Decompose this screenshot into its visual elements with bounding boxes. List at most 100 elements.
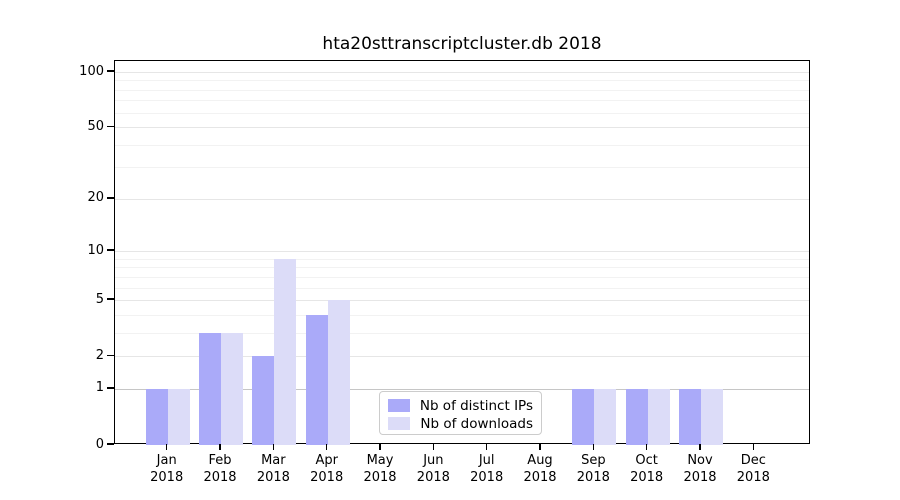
y-tick-label-100: 100: [79, 63, 104, 79]
y-tick-mark-1: [107, 387, 114, 389]
x-tick-mark-may: [379, 444, 381, 450]
y-tick-mark-2: [107, 354, 114, 356]
x-tick-month: Aug: [527, 453, 553, 468]
bar-downloads-nov: [701, 388, 723, 445]
x-tick-label-oct: Oct 2018: [615, 452, 679, 486]
bar-distinct-ips-sep: [572, 388, 595, 445]
y-tick-label-10: 10: [87, 242, 104, 258]
x-tick-label-jan: Jan 2018: [135, 452, 199, 486]
x-tick-label-nov: Nov 2018: [668, 452, 732, 486]
bar-downloads-mar: [274, 258, 297, 445]
x-tick-label-jun: Jun 2018: [401, 452, 465, 486]
x-tick-mark-aug: [539, 444, 541, 450]
bar-downloads-feb: [221, 332, 244, 445]
bar-distinct-ips-feb: [199, 332, 222, 445]
x-tick-month: Apr: [315, 453, 338, 468]
y-tick-mark-100: [107, 70, 114, 72]
y-tick-mark-5: [107, 298, 114, 300]
bar-downloads-sep: [594, 388, 617, 445]
legend-label-downloads: Nb of downloads: [420, 415, 533, 432]
x-tick-label-apr: Apr 2018: [295, 452, 359, 486]
chart-title: hta20sttranscriptcluster.db 2018: [322, 34, 602, 54]
gridline-60: [115, 112, 809, 114]
x-tick-mark-jun: [432, 444, 435, 450]
x-tick-mark-apr: [325, 444, 328, 450]
gridline-9: [115, 258, 809, 260]
bar-downloads-oct: [647, 388, 670, 445]
legend-label-distinct-ips: Nb of distinct IPs: [419, 397, 533, 414]
gridline-7: [115, 276, 809, 278]
x-tick-label-sep: Sep 2018: [561, 452, 625, 486]
x-tick-year: 2018: [736, 470, 770, 485]
x-tick-label-mar: Mar 2018: [241, 452, 305, 486]
x-tick-year: 2018: [630, 470, 664, 485]
x-tick-month: Nov: [687, 453, 713, 468]
bar-distinct-ips-mar: [252, 356, 275, 445]
x-tick-label-may: May 2018: [348, 452, 412, 486]
gridline-80: [115, 89, 809, 91]
x-tick-year: 2018: [683, 470, 717, 485]
y-tick-label-50: 50: [87, 118, 104, 134]
legend: Nb of distinct IPs Nb of downloads: [379, 391, 542, 435]
gridline-70: [115, 100, 809, 102]
x-tick-mark-jan: [166, 444, 168, 450]
gridline-90: [115, 80, 809, 82]
gridline-1: [115, 388, 809, 390]
gridline-100: [115, 72, 809, 73]
x-tick-month: Oct: [635, 453, 658, 468]
y-tick-label-20: 20: [87, 190, 104, 206]
x-tick-year: 2018: [256, 470, 290, 485]
legend-swatch-distinct-ips: [388, 399, 410, 412]
x-tick-mark-feb: [219, 444, 221, 450]
x-tick-year: 2018: [203, 470, 237, 485]
legend-item-downloads: Nb of downloads: [388, 415, 533, 432]
x-tick-year: 2018: [150, 470, 184, 485]
bar-downloads-jan: [167, 388, 190, 445]
bar-distinct-ips-apr: [305, 314, 328, 445]
y-tick-label-1: 1: [95, 380, 104, 396]
x-tick-month: Jun: [423, 453, 444, 468]
gridline-40: [115, 144, 809, 146]
plot-area: [114, 60, 810, 445]
x-tick-year: 2018: [576, 470, 610, 485]
x-tick-year: 2018: [416, 470, 450, 485]
gridline-4: [115, 314, 809, 316]
x-tick-mark-nov: [699, 444, 701, 450]
y-tick-label-5: 5: [95, 291, 104, 307]
bar-distinct-ips-oct: [625, 388, 648, 445]
bar-downloads-apr: [327, 300, 350, 445]
gridline-50: [115, 127, 809, 129]
x-tick-mark-sep: [592, 444, 595, 450]
x-tick-mark-oct: [645, 444, 648, 450]
x-tick-label-feb: Feb 2018: [188, 452, 252, 486]
y-tick-mark-50: [107, 125, 114, 127]
x-tick-month: Feb: [208, 453, 232, 468]
x-tick-month: Dec: [740, 453, 766, 468]
y-tick-label-2: 2: [95, 347, 104, 363]
gridline-20: [115, 198, 809, 200]
gridline-30: [115, 167, 809, 169]
x-tick-mark-dec: [752, 444, 755, 450]
gridline-6: [115, 287, 809, 289]
y-tick-mark-0: [107, 443, 114, 445]
x-tick-label-dec: Dec 2018: [721, 452, 785, 486]
x-tick-year: 2018: [363, 470, 397, 485]
x-tick-mark-mar: [272, 444, 275, 450]
legend-swatch-downloads: [388, 417, 411, 430]
gridline-5: [115, 300, 809, 302]
y-tick-mark-10: [107, 249, 114, 251]
gridline-8: [115, 267, 809, 269]
gridline-10: [115, 251, 809, 253]
x-tick-label-jul: Jul 2018: [455, 452, 519, 486]
x-tick-mark-jul: [485, 444, 488, 450]
x-tick-month: Jul: [478, 453, 495, 468]
bar-distinct-ips-jan: [145, 388, 168, 445]
bar-distinct-ips-nov: [679, 388, 701, 445]
x-tick-label-aug: Aug 2018: [508, 452, 572, 486]
x-tick-month: Mar: [261, 453, 286, 468]
x-tick-year: 2018: [470, 470, 504, 485]
gridline-3: [115, 332, 809, 334]
x-tick-month: Sep: [581, 453, 606, 468]
y-tick-mark-20: [107, 197, 114, 199]
